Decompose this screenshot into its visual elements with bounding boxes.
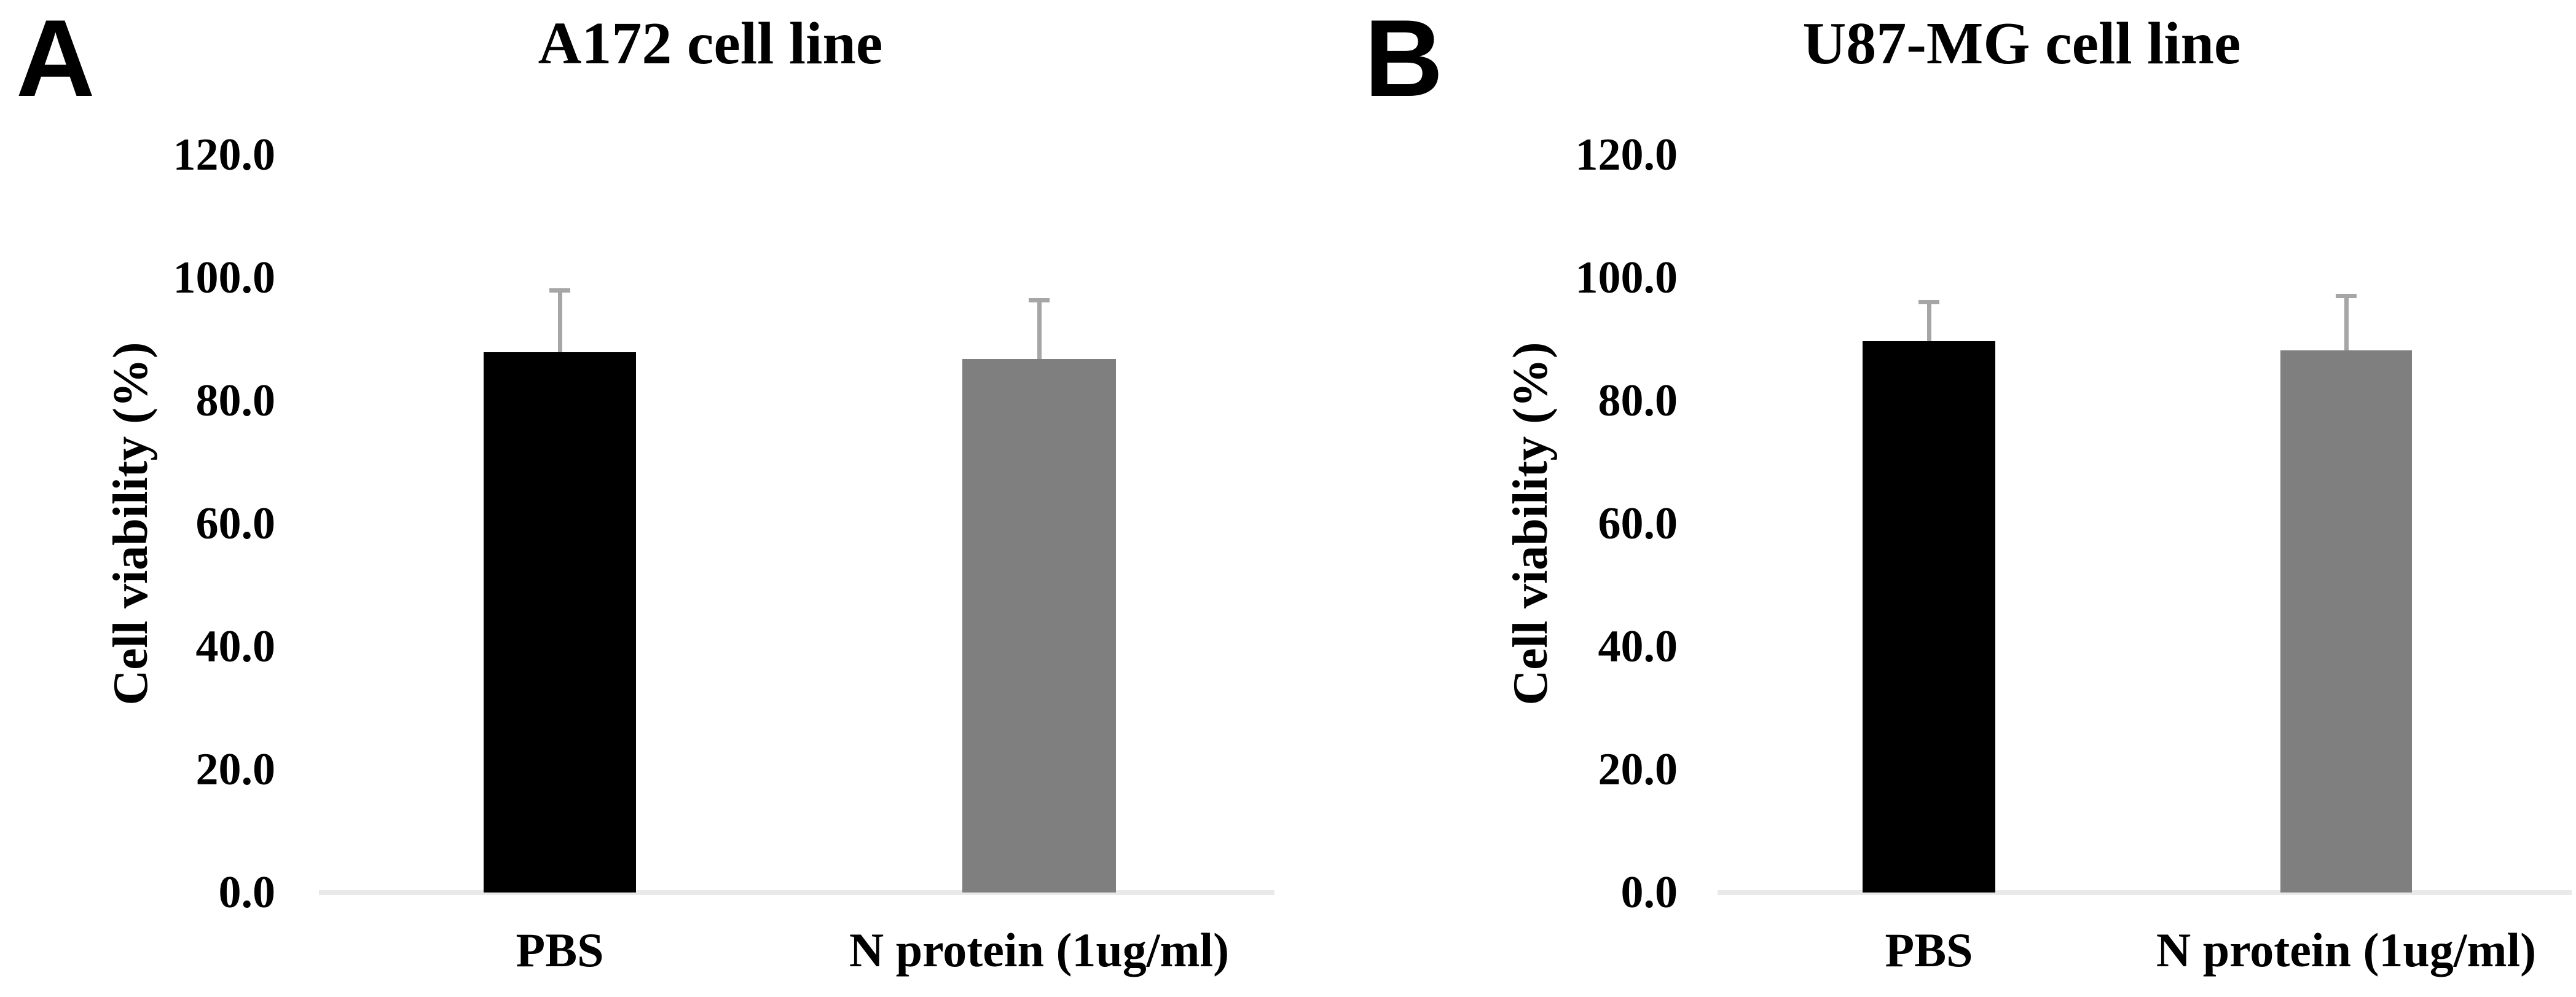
error-bar-cap-a-nprotein: [1029, 298, 1050, 302]
error-bar-a-pbs: [557, 290, 562, 355]
error-bar-a-nprotein: [1037, 300, 1042, 361]
bar-a-pbs: [484, 352, 636, 893]
y-tick-label-b-20.0: 20.0: [1598, 744, 1678, 795]
y-tick-label-a-80.0: 80.0: [195, 376, 276, 426]
chart-title-a: A172 cell line: [538, 10, 883, 77]
bar-b-pbs: [1863, 341, 1995, 893]
bar-a-nprotein: [962, 359, 1116, 893]
x-tick-label-a-pbs: PBS: [516, 923, 604, 977]
panel-a-label: A: [16, 0, 95, 119]
error-bar-b-nprotein: [2344, 296, 2349, 353]
chart-title-b: U87-MG cell line: [1802, 10, 2241, 77]
x-tick-label-b-nprotein: N protein (1ug/ml): [2156, 923, 2537, 977]
error-bar-cap-b-nprotein: [2336, 293, 2357, 298]
y-tick-label-a-40.0: 40.0: [195, 621, 276, 672]
error-bar-b-pbs: [1926, 302, 1931, 344]
x-axis-line-b: [1718, 890, 2572, 895]
y-tick-label-b-80.0: 80.0: [1598, 376, 1678, 426]
y-tick-label-b-60.0: 60.0: [1598, 499, 1678, 549]
y-tick-label-a-0.0: 0.0: [218, 867, 276, 918]
y-tick-label-a-20.0: 20.0: [195, 744, 276, 795]
y-tick-label-b-0.0: 0.0: [1620, 867, 1678, 918]
bar-b-nprotein: [2280, 350, 2412, 893]
x-tick-label-b-pbs: PBS: [1885, 923, 1973, 977]
panel-b-label: B: [1364, 0, 1443, 119]
y-tick-label-b-120.0: 120.0: [1575, 130, 1678, 180]
y-tick-label-a-60.0: 60.0: [195, 499, 276, 549]
y-tick-label-a-120.0: 120.0: [173, 130, 276, 180]
x-axis-line-a: [319, 890, 1274, 895]
error-bar-cap-a-pbs: [549, 288, 570, 293]
y-tick-label-b-40.0: 40.0: [1598, 621, 1678, 672]
y-tick-label-a-100.0: 100.0: [173, 253, 276, 303]
y-tick-label-b-100.0: 100.0: [1575, 253, 1678, 303]
x-tick-label-a-nprotein: N protein (1ug/ml): [849, 923, 1230, 977]
error-bar-cap-b-pbs: [1918, 299, 1939, 304]
